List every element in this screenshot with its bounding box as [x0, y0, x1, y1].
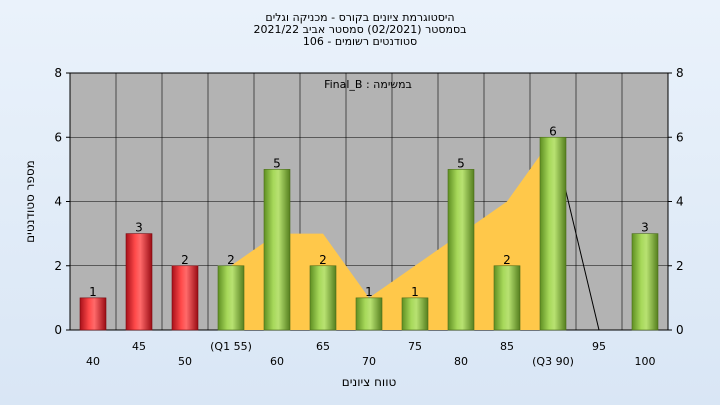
- bar-label-12: 3: [641, 221, 649, 235]
- y-tick-right-8: 8: [676, 66, 684, 80]
- x-tick-label-4: 60: [270, 355, 284, 368]
- bar-label-0: 1: [89, 285, 97, 299]
- x-tick-label-0: 40: [86, 355, 100, 368]
- x-tick-label-10: (Q3 90): [532, 355, 574, 368]
- y-tick-right-2: 2: [676, 259, 684, 273]
- bar-0: [79, 297, 107, 331]
- x-axis-title: טווח ציונים: [342, 375, 397, 389]
- bar-9: [493, 265, 521, 331]
- bar-label-7: 1: [411, 285, 419, 299]
- bar-10: [539, 136, 567, 331]
- bar-7: [401, 297, 429, 331]
- x-tick-label-2: 50: [178, 355, 192, 368]
- y-tick-left-6: 6: [54, 130, 62, 144]
- bar-12: [631, 233, 659, 331]
- x-tick-label-7: 75: [408, 340, 422, 353]
- bar-label-9: 2: [503, 253, 511, 267]
- x-tick-label-11: 95: [592, 340, 606, 353]
- bar-label-2: 2: [181, 253, 189, 267]
- bar-label-8: 5: [457, 156, 465, 170]
- bar-1: [125, 233, 153, 331]
- bar-3: [217, 265, 245, 331]
- y-tick-right-0: 0: [676, 323, 684, 337]
- bar-8: [447, 169, 475, 331]
- bar-6: [355, 297, 383, 331]
- bar-2: [171, 265, 199, 331]
- x-tick-label-6: 70: [362, 355, 376, 368]
- x-tick-label-9: 85: [500, 340, 514, 353]
- bar-label-10: 6: [549, 124, 557, 138]
- y-tick-left-2: 2: [54, 259, 62, 273]
- bar-label-4: 5: [273, 156, 281, 170]
- chart-title: היסטוגרמת ציונים בקורס - מכניקה וגלים: [265, 11, 455, 24]
- x-tick-label-12: 100: [635, 355, 656, 368]
- bar-label-1: 3: [135, 221, 143, 235]
- y-tick-left-0: 0: [54, 323, 62, 337]
- y-tick-left-4: 4: [54, 195, 62, 209]
- annotation-label: Final_B : במשימה: [324, 78, 412, 91]
- y-tick-left-8: 8: [54, 66, 62, 80]
- y-tick-right-4: 4: [676, 195, 684, 209]
- bar-label-3: 2: [227, 253, 235, 267]
- x-tick-label-5: 65: [316, 340, 330, 353]
- bar-5: [309, 265, 337, 331]
- x-tick-label-8: 80: [454, 355, 468, 368]
- x-tick-label-1: 45: [132, 340, 146, 353]
- x-tick-label-3: (Q1 55): [210, 340, 252, 353]
- bar-4: [263, 169, 291, 331]
- bar-label-5: 2: [319, 253, 327, 267]
- chart-subtitle: בסמסטר (02/2021) סמסטר אביב 2021/22: [253, 23, 467, 36]
- registered-students: סטודנטים רשומים - 106: [302, 35, 418, 48]
- y-tick-right-6: 6: [676, 130, 684, 144]
- y-axis-title: מספר סטודנטים: [23, 160, 37, 243]
- bar-label-6: 1: [365, 285, 373, 299]
